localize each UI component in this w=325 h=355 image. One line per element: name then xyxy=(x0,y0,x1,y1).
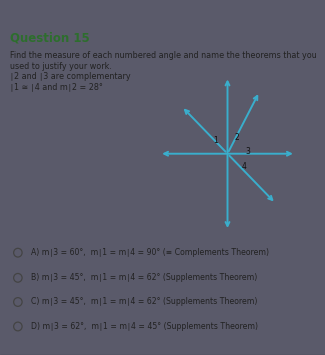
Text: C) m∣3 = 45°,  m∣1 = m∣4 = 62° (Supplements Theorem): C) m∣3 = 45°, m∣1 = m∣4 = 62° (Supplemen… xyxy=(31,297,257,306)
Text: ∣2 and ∣3 are complementary: ∣2 and ∣3 are complementary xyxy=(10,71,130,81)
Text: 1: 1 xyxy=(213,136,217,146)
Text: A) m∣3 = 60°,  m∣1 = m∣4 = 90° (≡ Complements Theorem): A) m∣3 = 60°, m∣1 = m∣4 = 90° (≡ Complem… xyxy=(31,248,269,257)
Text: 4: 4 xyxy=(242,162,247,171)
Text: ∣1 ≅ ∣4 and m∣2 = 28°: ∣1 ≅ ∣4 and m∣2 = 28° xyxy=(10,83,103,92)
Bar xyxy=(0,20,325,38)
Text: Question 15: Question 15 xyxy=(10,31,89,44)
Text: D) m∣3 = 62°,  m∣1 = m∣4 = 45° (Supplements Theorem): D) m∣3 = 62°, m∣1 = m∣4 = 45° (Supplemen… xyxy=(31,322,258,331)
Text: 3: 3 xyxy=(245,147,250,155)
Text: B) m∣3 = 45°,  m∣1 = m∣4 = 62° (Supplements Theorem): B) m∣3 = 45°, m∣1 = m∣4 = 62° (Supplemen… xyxy=(31,273,257,282)
Text: Find the measure of each numbered angle and name the theorems that you used to j: Find the measure of each numbered angle … xyxy=(10,51,317,71)
Text: 2: 2 xyxy=(234,133,239,142)
